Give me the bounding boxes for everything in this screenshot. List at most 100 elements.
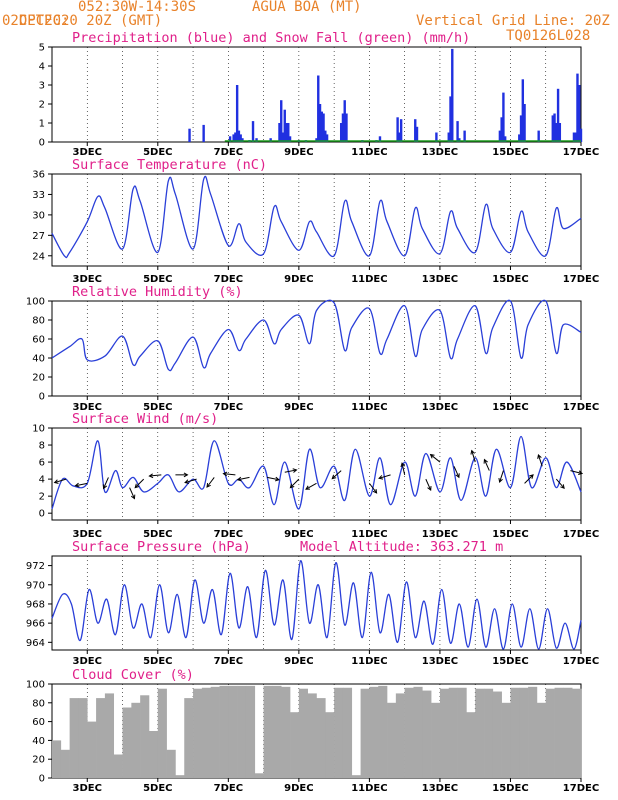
panel-2-ytick-label: 80 [32,316,45,327]
precip-bar [378,136,382,142]
precip-bar [572,132,576,142]
panel-5-xtick-label: 5DEC [143,783,172,794]
cloud-bar [298,688,308,778]
panel-0-ytick-label: 3 [39,81,45,92]
precip-bar [283,109,286,142]
wind-arrow-shaft [453,466,460,478]
precip-bar [415,126,419,142]
cloud-bar [96,698,106,778]
wind-arrow-shaft [537,454,543,467]
wind-arrow-head [184,479,190,484]
wind-arrow-head [483,458,488,464]
header-coords: 052:30W-14:30S [78,0,197,15]
precip-bar [503,136,507,142]
panel-1-xtick-label: 9DEC [284,274,313,285]
panel-2-ytick-label: 20 [32,373,45,384]
cloud-bar [413,686,423,778]
precip-bar [498,130,502,142]
precip-bar [555,123,558,142]
panel-4-series-line [51,560,582,650]
precip-bar [285,123,288,142]
cloud-bar [122,707,132,778]
precip-bar [188,128,191,142]
cloud-bar [210,686,220,778]
panel-0-ytick-label: 0 [39,138,45,149]
wind-arrow-shaft [524,474,534,484]
cloud-bar [193,688,203,778]
wind-arrow-head [429,453,435,459]
panel-1-ytick-label: 24 [32,251,45,262]
header-model: TQ0126L028 [506,28,591,44]
cloud-bar [563,687,573,778]
wind-arrow-head [102,484,108,490]
panel-1-ytick-label: 30 [32,210,45,221]
wind-arrow-shaft [206,477,215,488]
panel-5-title: Cloud Cover (%) [72,667,194,683]
panel-1-ytick-label: 27 [32,231,45,242]
precip-bar [576,73,579,142]
panel-0-xtick-label: 9DEC [284,147,313,158]
precip-bar [537,130,540,142]
precip-bar [551,115,554,142]
wind-arrow-shaft [483,459,490,471]
panel-0-ytick-label: 4 [39,62,45,73]
panel-4-ytick-label: 964 [26,638,45,649]
panel-5-ytick-label: 80 [32,698,45,709]
precip-bar [396,117,399,142]
precip-bar [458,138,461,142]
wind-arrow-head [560,484,565,490]
wind-arrow-head [289,483,295,489]
wind-arrow-shaft [430,454,441,463]
panel-1-xtick-label: 15DEC [492,274,528,285]
precip-bar [345,113,348,142]
panel-2-xtick-label: 15DEC [492,402,528,413]
cloud-bar [528,686,538,778]
wind-arrow-shaft [378,474,391,479]
cloud-bar [545,688,555,778]
precip-bar [521,79,525,142]
panel-5-xtick-label: 17DEC [563,783,599,794]
cloud-bar [492,691,502,778]
precip-bar [318,104,322,142]
cloud-bar [316,698,326,778]
header-station: AGUA BOA (MT) [252,0,362,15]
cloud-bar [219,685,229,778]
panel-3-xtick-label: 15DEC [492,529,528,540]
precip-bar [237,130,241,142]
panel-2-xtick-label: 13DEC [422,402,458,413]
cloud-bar [360,688,370,778]
cloud-bar [140,695,150,778]
panel-5-xtick-label: 3DEC [73,783,102,794]
wind-arrow-head [455,473,460,479]
precip-bar [435,132,438,142]
cloud-bar [404,687,414,778]
cloud-bar [131,702,141,778]
panel-4-ytick-label: 968 [26,599,45,610]
panel-2-xtick-label: 7DEC [214,402,243,413]
precip-bar [255,138,258,142]
precip-bar [518,134,521,142]
panel-5-ytick-label: 0 [39,774,45,785]
precip-bar [399,119,403,142]
wind-arrow-head [134,483,140,489]
panel-4-xtick-label: 7DEC [214,656,243,667]
panel-2-xtick-label: 9DEC [284,402,313,413]
precip-bar [241,138,244,142]
precip-bar [320,111,323,142]
cloud-bar [175,775,185,778]
cloud-bar [290,712,300,778]
panel-2-xtick-label: 5DEC [143,402,172,413]
cloud-bar [448,687,458,778]
panel-2-ytick-label: 60 [32,335,45,346]
panel-4-xtick-label: 13DEC [422,656,458,667]
wind-arrow-shaft [103,477,109,489]
cloud-bar [184,698,194,778]
precip-bar [280,100,283,142]
panel-2-frame [51,300,582,397]
cloud-bar [263,685,273,778]
panel-1-xtick-label: 17DEC [563,274,599,285]
cloud-bar [245,685,256,778]
wind-arrow-head [53,479,59,484]
precip-bar [558,123,562,142]
panel-1-xtick-label: 3DEC [73,274,102,285]
